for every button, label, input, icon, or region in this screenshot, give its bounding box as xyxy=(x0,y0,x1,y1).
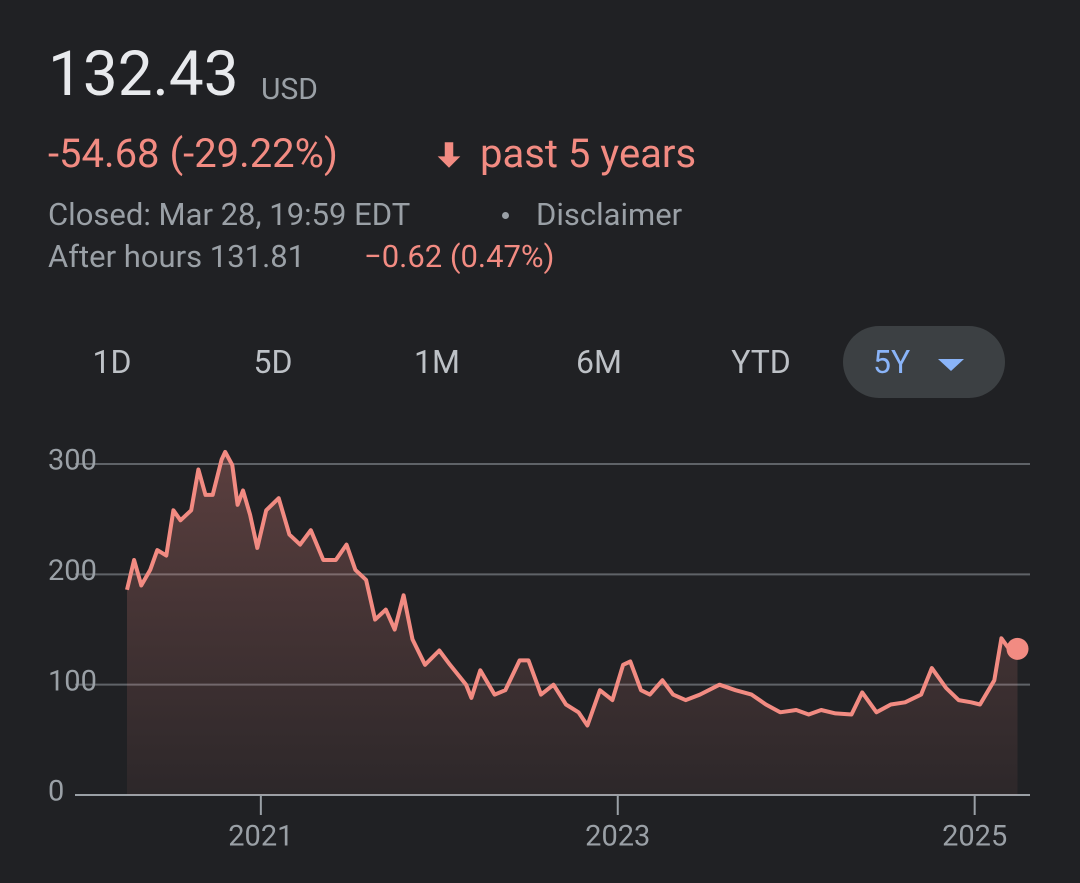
range-tab-label[interactable]: 1D xyxy=(92,343,132,381)
x-tick-label: 2021 xyxy=(228,820,293,854)
change-period: past 5 years xyxy=(480,130,697,177)
y-tick-label: 0 xyxy=(48,775,64,809)
price: 132.43 xyxy=(48,38,239,111)
range-tab[interactable]: 1M xyxy=(390,326,484,398)
range-tab[interactable]: 5D xyxy=(226,326,320,398)
range-tab-label[interactable]: 5Y xyxy=(873,343,911,381)
y-tick-label: 300 xyxy=(48,444,97,478)
price-change: -54.68 (-29.22%) xyxy=(48,130,338,177)
disclaimer-link[interactable]: Disclaimer xyxy=(536,196,683,233)
down-arrow-icon xyxy=(437,142,461,168)
chart: 0 100 200 300 2021 2023 2025 xyxy=(48,444,1030,854)
range-tab[interactable]: 6M xyxy=(552,326,646,398)
y-tick-label: 200 xyxy=(48,554,97,588)
range-tab[interactable]: 1D xyxy=(66,326,158,398)
range-tab-label[interactable]: 5D xyxy=(253,343,293,381)
after-hours-change: −0.62 (0.47%) xyxy=(364,238,555,275)
range-tab-label[interactable]: 6M xyxy=(576,343,622,381)
closed-time: Closed: Mar 28, 19:59 EDT xyxy=(48,196,411,233)
y-tick-label: 100 xyxy=(48,664,97,698)
price-line xyxy=(125,449,1018,728)
x-tick-label: 2023 xyxy=(585,820,650,854)
range-tab[interactable]: 5Y xyxy=(843,326,1005,398)
last-point xyxy=(1006,637,1029,660)
range-tab-label[interactable]: 1M xyxy=(414,343,460,381)
range-tab-label[interactable]: YTD xyxy=(731,343,791,381)
dropdown-icon[interactable] xyxy=(936,357,966,373)
range-tab[interactable]: YTD xyxy=(706,326,816,398)
after-hours-price: After hours 131.81 xyxy=(48,238,306,275)
separator-dot xyxy=(502,212,509,219)
area-fill xyxy=(127,451,1018,795)
x-tick-label: 2025 xyxy=(942,820,1007,854)
currency: USD xyxy=(261,72,318,107)
